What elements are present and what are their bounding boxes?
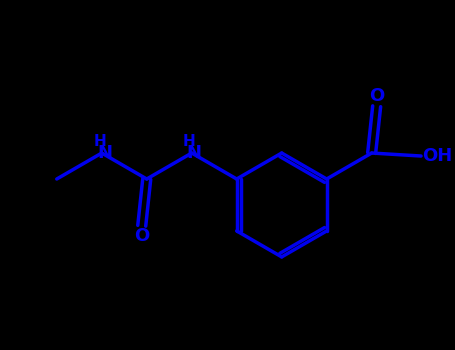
Text: OH: OH bbox=[422, 147, 452, 165]
Text: H: H bbox=[182, 134, 195, 148]
Text: N: N bbox=[186, 144, 201, 162]
Text: O: O bbox=[369, 87, 384, 105]
Text: H: H bbox=[93, 134, 106, 148]
Text: O: O bbox=[134, 227, 149, 245]
Text: N: N bbox=[97, 144, 112, 162]
